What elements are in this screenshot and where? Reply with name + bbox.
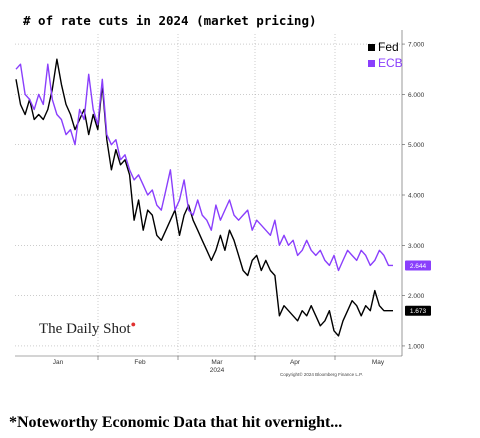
chart-frame: 1.000 2.000 3.000 4.000 5.000 6.000 7.000 Jan Fe…	[10, 4, 440, 384]
y-tick-label: 6.000	[408, 92, 425, 99]
x-tick-label: Feb	[134, 359, 146, 366]
last-value-box-ecb	[405, 260, 431, 271]
series-line-fed	[15, 58, 393, 337]
chart-title: # of rate cuts in 2024 (market pricing)	[23, 13, 317, 28]
legend-swatch-fed	[368, 43, 375, 51]
watermark-dot-icon: ●	[130, 319, 137, 329]
series-line-ecb	[15, 63, 393, 272]
y-tick-label: 4.000	[408, 193, 425, 200]
x-year-label: 2024	[210, 367, 225, 374]
y-tick-label: 1.000	[408, 343, 425, 350]
last-value-label-ecb: 2.644	[410, 263, 427, 270]
last-value-box-fed	[405, 305, 431, 316]
copyright-text: Copyright© 2024 Bloomberg Finance L.P.	[280, 372, 363, 377]
x-tick-label: Mar	[211, 359, 223, 366]
x-tick-label: May	[372, 359, 385, 366]
legend-swatch-ecb	[368, 59, 375, 67]
legend-item-ecb: ECB	[368, 55, 403, 71]
line-chart: 1.000 2.000 3.000 4.000 5.000 6.000 7.000 Jan Fe…	[15, 30, 431, 374]
y-tick-label: 3.000	[408, 243, 425, 250]
legend-label-ecb: ECB	[378, 56, 403, 70]
watermark-text: The Daily Shot	[39, 321, 131, 337]
legend-label-fed: Fed	[378, 40, 399, 54]
x-tick-label: Jan	[53, 359, 64, 366]
y-tick-label: 5.000	[408, 142, 425, 149]
legend: Fed ECB	[368, 39, 403, 71]
last-value-label-fed: 1.673	[410, 308, 427, 315]
watermark-logo: The Daily Shot●	[39, 319, 136, 338]
y-tick-label: 7.000	[408, 42, 425, 49]
caption: *Noteworthy Economic Data that hit overn…	[9, 414, 343, 431]
y-tick-label: 2.000	[408, 293, 425, 300]
legend-item-fed: Fed	[368, 39, 403, 55]
x-tick-label: Apr	[290, 359, 301, 366]
